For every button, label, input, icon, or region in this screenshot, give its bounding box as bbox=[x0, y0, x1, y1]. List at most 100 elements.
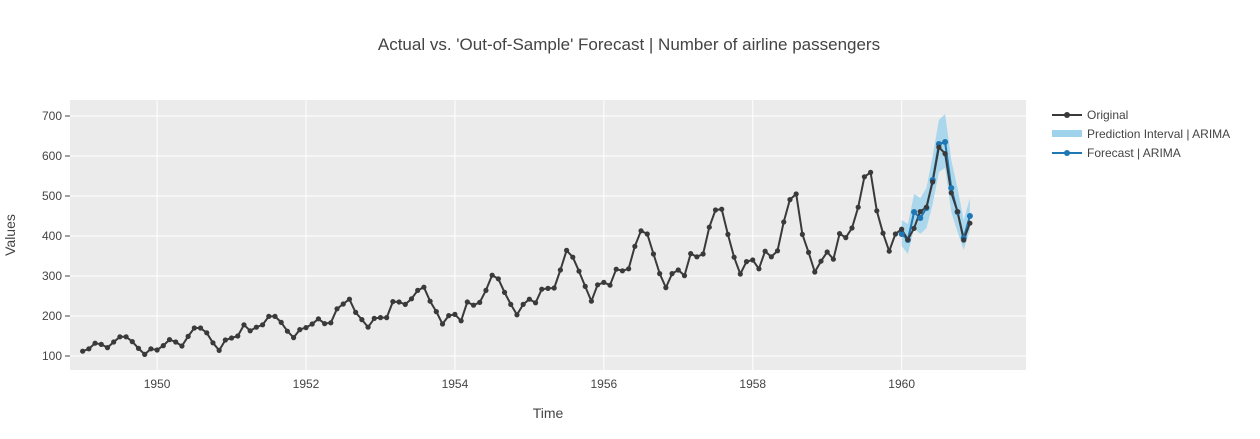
original-point bbox=[315, 316, 322, 322]
original-point bbox=[812, 269, 818, 275]
original-point bbox=[948, 190, 954, 196]
original-point bbox=[334, 306, 340, 312]
original-point bbox=[309, 321, 315, 327]
original-point bbox=[725, 231, 731, 237]
original-point bbox=[532, 300, 539, 306]
original-point bbox=[545, 285, 551, 291]
forecast-point bbox=[942, 139, 949, 145]
x-tick-label: 1954 bbox=[442, 377, 469, 391]
grid-lines bbox=[70, 100, 1026, 370]
original-point bbox=[936, 144, 942, 150]
y-axis-title: Values bbox=[2, 214, 18, 256]
original-point bbox=[458, 318, 464, 324]
original-point bbox=[284, 328, 290, 334]
original-point bbox=[619, 268, 626, 274]
original-point bbox=[179, 343, 185, 349]
original-point bbox=[253, 324, 259, 330]
original-point bbox=[731, 254, 737, 260]
original-point bbox=[930, 179, 936, 185]
original-point bbox=[191, 325, 197, 331]
chart-title: Actual vs. 'Out-of-Sample' Forecast | Nu… bbox=[378, 35, 880, 54]
original-point bbox=[98, 341, 104, 347]
original-point bbox=[204, 330, 210, 336]
original-point bbox=[489, 272, 495, 278]
original-point bbox=[626, 266, 632, 272]
original-point bbox=[843, 235, 849, 241]
original-point bbox=[291, 335, 297, 341]
original-point bbox=[706, 224, 712, 230]
x-axis-title: Time bbox=[533, 405, 564, 421]
original-point bbox=[259, 322, 266, 328]
original-point bbox=[954, 209, 961, 215]
forecast-point bbox=[917, 215, 924, 221]
original-point bbox=[942, 151, 948, 157]
original-point bbox=[346, 296, 353, 302]
original-point bbox=[644, 231, 650, 237]
original-point bbox=[402, 301, 408, 307]
original-point bbox=[551, 285, 557, 291]
original-point bbox=[483, 287, 489, 293]
y-tick-label: 100 bbox=[42, 349, 62, 363]
original-point bbox=[452, 311, 458, 317]
original-point bbox=[241, 322, 247, 328]
original-point bbox=[464, 299, 470, 305]
original-point bbox=[266, 313, 272, 319]
original-point bbox=[340, 301, 346, 307]
original-point bbox=[830, 256, 836, 262]
original-point bbox=[322, 321, 328, 327]
original-point bbox=[92, 340, 98, 346]
original-point bbox=[824, 249, 830, 255]
original-point bbox=[588, 298, 595, 304]
y-tick-label: 400 bbox=[42, 229, 62, 243]
original-point bbox=[694, 254, 700, 260]
original-point bbox=[154, 347, 160, 353]
original-point bbox=[905, 237, 911, 243]
original-point bbox=[129, 339, 135, 345]
original-point bbox=[247, 328, 253, 334]
original-point bbox=[173, 339, 179, 345]
original-point bbox=[477, 299, 483, 305]
original-point bbox=[886, 248, 892, 254]
original-point bbox=[750, 257, 756, 263]
original-point bbox=[855, 204, 861, 210]
legend-item-forecast[interactable]: Forecast | ARIMA bbox=[1052, 146, 1181, 160]
original-point bbox=[470, 302, 477, 308]
original-point bbox=[911, 225, 917, 231]
original-point bbox=[421, 284, 427, 290]
original-point bbox=[557, 267, 563, 273]
original-point bbox=[148, 346, 154, 352]
legend-item-original[interactable]: Original bbox=[1052, 108, 1128, 122]
forecast-point bbox=[911, 209, 918, 215]
original-point bbox=[210, 340, 216, 346]
series-points bbox=[80, 139, 973, 357]
original-point bbox=[632, 243, 638, 249]
original-point bbox=[874, 208, 880, 214]
original-point bbox=[80, 348, 86, 354]
legend-label-prediction-interval: Prediction Interval | ARIMA bbox=[1087, 127, 1230, 141]
original-point bbox=[396, 299, 402, 305]
original-point bbox=[197, 325, 204, 331]
original-point bbox=[508, 301, 514, 307]
y-tick-label: 600 bbox=[42, 149, 62, 163]
axis-ticks: 1950 1952 1954 1956 1958 1960 100 200 300 400 500 6… bbox=[42, 109, 915, 391]
original-point bbox=[570, 254, 576, 260]
legend-item-prediction-interval[interactable]: Prediction Interval | ARIMA bbox=[1052, 127, 1230, 141]
original-point bbox=[384, 315, 390, 321]
original-point bbox=[923, 204, 930, 210]
legend[interactable]: Original Prediction Interval | ARIMA For… bbox=[1052, 108, 1230, 160]
x-tick-label: 1950 bbox=[144, 377, 171, 391]
original-point bbox=[601, 279, 607, 285]
original-point bbox=[719, 206, 725, 212]
original-point bbox=[365, 324, 371, 330]
legend-label-forecast: Forecast | ARIMA bbox=[1087, 146, 1181, 160]
original-point bbox=[408, 296, 415, 302]
original-point bbox=[576, 268, 582, 274]
y-tick-label: 500 bbox=[42, 189, 62, 203]
original-point bbox=[663, 285, 669, 291]
x-tick-label: 1952 bbox=[293, 377, 320, 391]
original-point bbox=[514, 312, 520, 318]
original-point bbox=[805, 249, 812, 255]
original-point bbox=[539, 286, 545, 292]
original-point bbox=[781, 219, 787, 225]
